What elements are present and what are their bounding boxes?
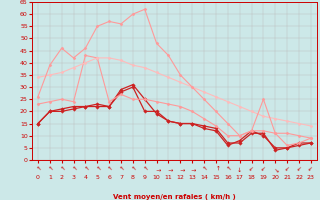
Text: ↓: ↓ (139, 163, 147, 170)
Text: ↓: ↓ (222, 163, 230, 170)
Text: ↓: ↓ (306, 166, 313, 174)
Text: ↓: ↓ (68, 163, 76, 170)
Text: ↓: ↓ (44, 163, 52, 170)
Text: ↓: ↓ (104, 163, 111, 170)
Text: ↓: ↓ (127, 163, 135, 170)
Text: ↓: ↓ (116, 163, 123, 170)
Text: ↓: ↓ (237, 168, 242, 173)
Text: ↓: ↓ (258, 166, 265, 174)
Text: ↓: ↓ (92, 163, 99, 170)
Text: ↓: ↓ (56, 163, 64, 170)
Text: ↓: ↓ (180, 166, 185, 171)
Text: ↓: ↓ (199, 163, 206, 170)
Text: ↓: ↓ (273, 166, 281, 174)
Text: ↓: ↓ (192, 166, 197, 171)
Text: ↓: ↓ (168, 166, 173, 171)
Text: ↓: ↓ (80, 163, 87, 170)
Text: ↓: ↓ (246, 166, 253, 174)
Text: ↓: ↓ (294, 166, 301, 174)
Text: ↓: ↓ (156, 166, 162, 171)
Text: ↓: ↓ (282, 166, 289, 174)
Text: ↓: ↓ (213, 163, 219, 168)
X-axis label: Vent moyen/en rafales ( km/h ): Vent moyen/en rafales ( km/h ) (113, 194, 236, 200)
Text: ↓: ↓ (33, 163, 40, 170)
